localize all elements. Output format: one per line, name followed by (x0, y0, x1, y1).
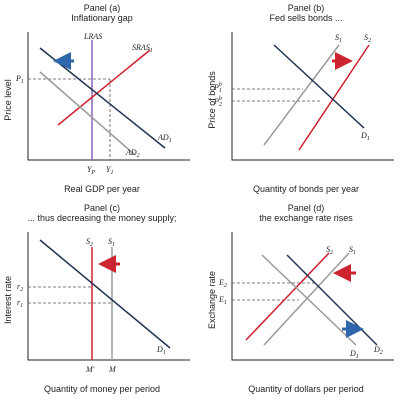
panel-b-pb2-label: Pb 2 (213, 96, 222, 108)
panel-d-subheading: the exchange rate rises (259, 213, 353, 223)
panel-c-graph: Interest rate S2 S1 D1 r2 r1 M' M (3, 232, 190, 374)
panel-a-heading: Panel (a) (83, 3, 121, 13)
panel-d-d2-label: D2 (373, 345, 383, 356)
panel-c-s2-label: S2 (86, 237, 93, 248)
panel-b-graph: Price of bonds S1 S2 D1 Pb 1 Pb 2 (207, 32, 394, 161)
panel-d-s1-label: S1 (349, 245, 356, 256)
panel-b-x-axis-label: Quantity of bonds per year (252, 184, 360, 194)
panel-c-heading: Panel (c) (83, 203, 120, 213)
panel-d-s2-label: S2 (326, 245, 333, 256)
panel-b-subheading: Fed sells bonds ... (269, 13, 343, 23)
panel-a-ad2-label: AD2 (125, 148, 140, 159)
panel-b-pb1-label: Pb 1 (213, 82, 222, 94)
panel-d-s2-curve (245, 252, 330, 341)
panel-a-ad1-label: AD1 (157, 133, 172, 144)
panel-a-y1-label: Y1 (106, 165, 113, 176)
panel-c-y-axis-label: Interest rate (3, 276, 13, 324)
panel-a-p1-label: P1 (15, 74, 24, 85)
panel-a-sras-label: SRAS1 (132, 43, 153, 54)
panel-d-e2-label: E2 (218, 278, 227, 289)
panel-d-graph: Exchange rate S2 S1 D1 D2 E2 E1 (207, 232, 394, 361)
panel-a-x-axis-label: Real GDP per year (64, 184, 140, 194)
panel-a-ad2-curve (39, 71, 136, 156)
panel-a-yp-label: YP (87, 165, 95, 176)
panel-d-d2-curve (286, 254, 378, 346)
panel-b-d1-curve (273, 44, 365, 129)
panel-b-s1-label: S1 (335, 33, 342, 44)
panel-b-y-axis-label: Price of bonds (207, 71, 217, 129)
panel-d-d1-curve (261, 254, 357, 346)
panel-d-y-axis-label: Exchange rate (207, 271, 217, 329)
panel-d-x-axis-label: Quantity of dollars per period (248, 384, 364, 394)
panel-a-graph: Price level LRAS SRAS1 AD1 AD2 P1 YP Y1 (3, 32, 190, 176)
panel-a-sras-curve (57, 49, 151, 126)
panel-a-ad1-curve (39, 47, 166, 149)
panel-c-r1-label: r1 (17, 298, 23, 309)
panel-d-axes (231, 232, 394, 361)
panel-a-axes (27, 32, 190, 161)
panel-a: Panel (a) Inflationary gap Price level L… (0, 0, 204, 200)
panel-c-r2-label: r2 (17, 282, 23, 293)
panel-a-lras-label: LRAS (83, 32, 102, 41)
panel-c-m-label: M (108, 365, 117, 374)
panel-d: Panel (d) the exchange rate rises Exchan… (204, 200, 408, 400)
panel-b-d1-label: D1 (360, 131, 370, 142)
panel-b-s1-curve (263, 44, 340, 146)
panel-c-subheading: ... thus decreasing the money supply; (27, 213, 177, 223)
panel-b-s2-label: S2 (364, 33, 371, 44)
panel-c: Panel (c) ... thus decreasing the money … (0, 200, 204, 400)
panel-a-y-axis-label: Price level (3, 79, 13, 121)
panel-c-mprime-label: M' (85, 365, 95, 374)
panel-c-s1-label: S1 (108, 237, 115, 248)
panel-c-d1-label: D1 (156, 345, 166, 356)
panel-c-x-axis-label: Quantity of money per period (43, 384, 161, 394)
panel-d-s1-curve (263, 252, 350, 346)
panel-d-heading: Panel (d) (287, 203, 325, 213)
panel-b-s2-curve (298, 44, 370, 151)
panel-d-e1-label: E1 (218, 295, 227, 306)
panel-b: Panel (b) Fed sells bonds ... Price of b… (204, 0, 408, 200)
panel-b-heading: Panel (b) (287, 3, 325, 13)
panel-c-d1-curve (39, 239, 171, 349)
panel-a-subheading: Inflationary gap (71, 13, 133, 23)
panel-c-axes (27, 232, 190, 361)
panel-b-axes (231, 32, 394, 161)
panel-d-d1-label: D1 (349, 349, 359, 360)
